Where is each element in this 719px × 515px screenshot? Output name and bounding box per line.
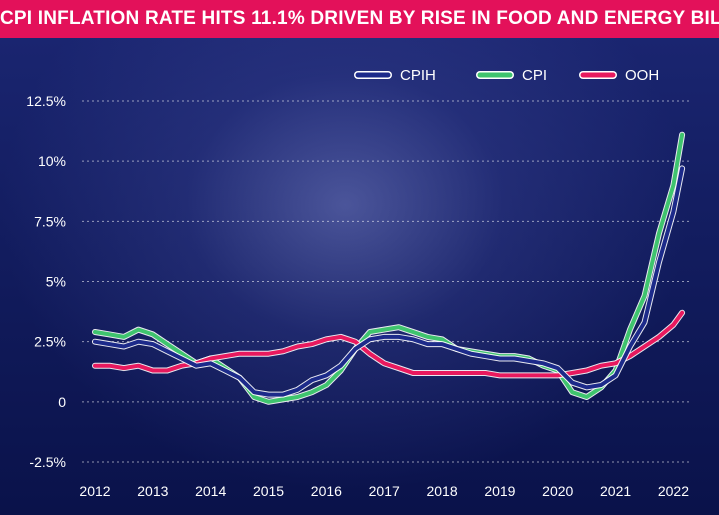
y-tick-label: -2.5%	[29, 454, 66, 470]
chart-background	[0, 38, 719, 515]
x-tick-label: 2021	[600, 483, 631, 499]
legend-label-ooh: OOH	[625, 67, 659, 84]
x-tick-label: 2013	[137, 483, 168, 499]
y-tick-label: 10%	[38, 153, 66, 169]
y-tick-label: 7.5%	[34, 213, 66, 229]
x-tick-label: 2014	[195, 483, 226, 499]
y-tick-label: 5%	[46, 274, 66, 290]
page-title: CPI INFLATION RATE HITS 11.1% DRIVEN BY …	[0, 0, 719, 38]
x-tick-label: 2012	[79, 483, 110, 499]
series-line-ooh	[93, 310, 685, 378]
y-tick-label: 0	[58, 394, 66, 410]
y-tick-label: 2.5%	[34, 334, 66, 350]
x-tick-label: 2017	[369, 483, 400, 499]
y-axis-tick-labels: 12.5% 10% 7.5% 5% 2.5% 0 -2.5%	[26, 93, 66, 470]
legend: CPIH CPI OOH	[354, 67, 659, 84]
x-tick-label: 2016	[311, 483, 342, 499]
legend-label-cpi: CPI	[522, 67, 547, 84]
x-axis-tick-labels: 2012 2013 2014 2015 2016 2017 2018 2019 2020 2021…	[79, 483, 689, 499]
x-tick-label: 2019	[484, 483, 515, 499]
x-tick-label: 2018	[426, 483, 457, 499]
y-tick-label: 12.5%	[26, 93, 66, 109]
series-line-cpih	[93, 166, 685, 397]
x-tick-label: 2022	[658, 483, 689, 499]
legend-label-cpih: CPIH	[400, 67, 436, 84]
grid-lines	[82, 100, 690, 463]
x-tick-label: 2015	[253, 483, 284, 499]
x-tick-label: 2020	[542, 483, 573, 499]
series-lines	[92, 131, 686, 405]
